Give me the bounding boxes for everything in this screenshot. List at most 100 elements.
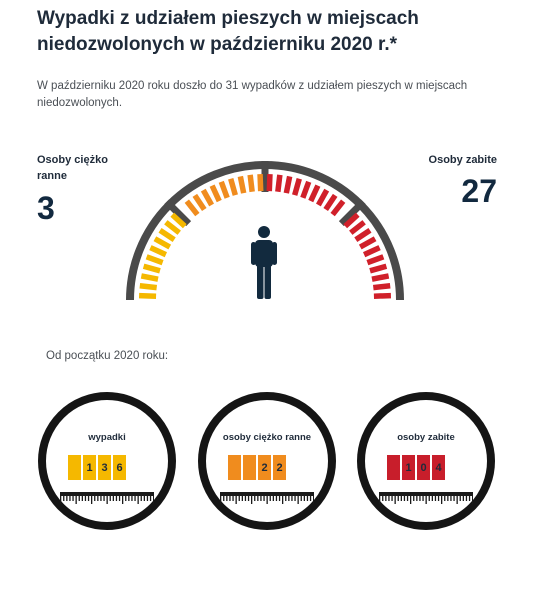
ruler-tick [100, 496, 102, 501]
ruler-tick [223, 496, 225, 501]
digit-row: 2 2 [228, 455, 286, 480]
ruler-tick [278, 496, 281, 501]
ruler-tick [303, 496, 305, 501]
gauge-segment [237, 175, 247, 194]
gauge-segment [257, 173, 264, 192]
gauge-segment [139, 282, 158, 291]
ruler-tick [106, 496, 108, 504]
ruler-tick [272, 496, 274, 501]
ruler-tick [300, 496, 302, 501]
ruler-tick [382, 496, 384, 501]
ruler-tick [400, 496, 402, 501]
ruler-tick [379, 496, 381, 504]
ruler-tick [257, 496, 259, 501]
gauge-segment [275, 174, 283, 193]
ruler-tick [143, 496, 145, 501]
ruler-tick [60, 496, 62, 504]
gauge-segment [316, 188, 330, 207]
ruler-tick [416, 496, 418, 501]
digit-cell: 3 [98, 455, 111, 480]
gauge-segment [164, 220, 181, 235]
gauge-segment [330, 199, 346, 217]
ruler-tick [422, 496, 424, 501]
ruler-tick [403, 496, 406, 501]
gauge-segment [142, 263, 161, 274]
ruler-tick [254, 496, 256, 501]
ruler-tick [388, 496, 390, 501]
digit-row: 1 0 4 [387, 455, 445, 480]
ruler-tick [419, 496, 421, 501]
gauge-segment [149, 245, 168, 258]
gauge-divider [164, 199, 192, 227]
ruler-tick [87, 496, 90, 501]
ruler-tick [232, 496, 234, 501]
ruler-tick [260, 496, 262, 501]
digit-cell: 6 [113, 455, 126, 480]
ruler-tick [434, 496, 437, 501]
ruler-icon [379, 492, 473, 504]
ruler-tick [309, 496, 312, 501]
ruler-tick [97, 496, 99, 501]
page-title: Wypadki z udziałem pieszych w miejscach … [37, 8, 419, 55]
ruler-tick [140, 496, 142, 501]
digit-cell [68, 455, 81, 480]
ruler-tick [465, 496, 468, 501]
ruler-icon [220, 492, 314, 504]
digit-cell [387, 455, 400, 480]
ruler-tick [472, 496, 473, 504]
ruler-tick [125, 496, 127, 501]
ruler-tick [226, 496, 228, 501]
ruler-tick [394, 496, 396, 504]
gauge-segment [371, 273, 390, 282]
ruler-tick [66, 496, 68, 501]
ruler-tick [444, 496, 446, 501]
ruler-tick [146, 496, 149, 501]
since-label: Od początku 2020 roku: [46, 350, 169, 362]
gauge [126, 161, 404, 301]
ruler-tick [122, 496, 124, 504]
ruler-tick [282, 496, 284, 504]
ruler-tick [450, 496, 452, 501]
ruler-tick [391, 496, 393, 501]
injured-counter: osoby ciężko ranne 2 2 [198, 392, 336, 530]
ruler-tick [131, 496, 133, 501]
injured-value: 3 [37, 190, 55, 226]
gauge-segment [349, 220, 366, 235]
gauge-segment [228, 178, 238, 196]
gauge-segment [343, 212, 360, 229]
gauge-segment [308, 184, 321, 203]
killed-value: 27 [461, 173, 497, 209]
ruler-tick [137, 496, 139, 504]
counter-label: wypadki [88, 432, 126, 443]
ruler-tick [94, 496, 96, 501]
gauge-segments [138, 173, 392, 299]
gauge-divider [338, 199, 366, 227]
ruler-tick [149, 496, 152, 501]
killed-label: Osoby zabite [428, 154, 497, 166]
ruler-tick [244, 496, 247, 501]
ruler-tick [128, 496, 130, 501]
ruler-tick [413, 496, 415, 501]
ruler-bar [379, 492, 473, 496]
ruler-tick [241, 496, 243, 501]
ruler-tick [291, 496, 293, 501]
gauge-segment [362, 245, 381, 258]
ruler-tick [266, 496, 268, 504]
gauge-segment [218, 180, 230, 199]
gauge-segment [192, 193, 207, 212]
gauge-segment [247, 174, 255, 193]
ruler-tick [112, 496, 114, 501]
gauge-segment [323, 193, 338, 212]
ruler-tick [103, 496, 105, 501]
gauge-segment [209, 184, 222, 203]
ruler-tick [410, 496, 412, 504]
ruler-tick [456, 496, 458, 504]
ruler-tick [229, 496, 231, 501]
ruler-tick [459, 496, 461, 501]
intro-text: W październiku 2020 roku doszło do 31 wy… [37, 80, 468, 109]
killed-counter: osoby zabite 1 0 4 [357, 392, 495, 530]
ruler-tick [397, 496, 399, 501]
ruler-tick [428, 496, 430, 501]
ruler-tick [468, 496, 471, 501]
gauge-segment [354, 228, 372, 242]
